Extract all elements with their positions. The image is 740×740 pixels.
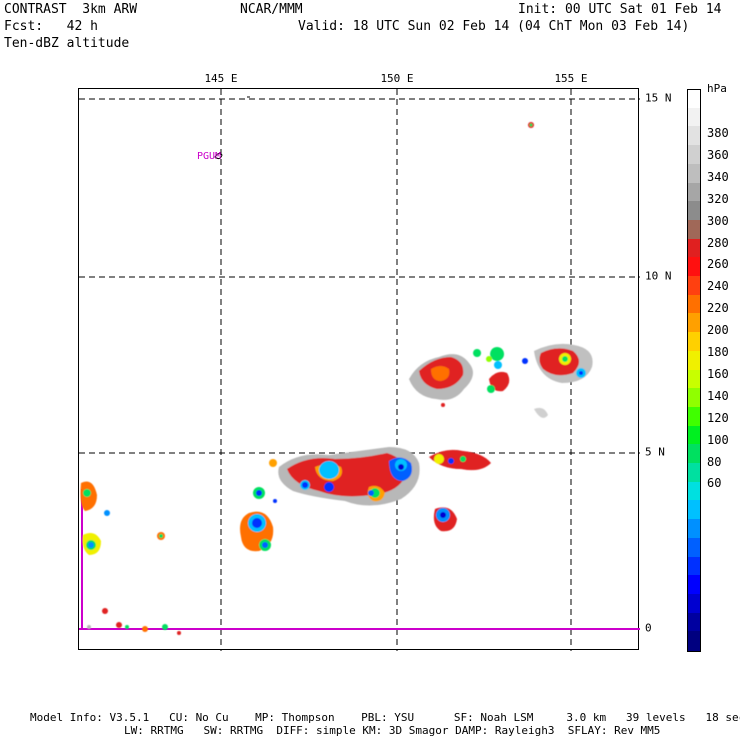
pgum-station-label: PGUM bbox=[197, 151, 222, 162]
model-title: CONTRAST 3km ARW bbox=[4, 2, 138, 17]
colorbar-swatch bbox=[687, 89, 701, 110]
colorbar-swatch bbox=[687, 182, 701, 202]
colorbar-swatch bbox=[687, 294, 701, 314]
model-info-line2: LW: RRTMG SW: RRTMG DIFF: simple KM: 3D … bbox=[124, 724, 661, 737]
echo-cluster-west bbox=[80, 481, 181, 635]
colorbar-tick-label: 180 bbox=[707, 345, 729, 359]
map-panel: PGUM bbox=[78, 88, 640, 651]
colorbar-swatch bbox=[687, 481, 701, 501]
lon-label-155: 155 E bbox=[554, 72, 588, 85]
colorbar-swatch bbox=[687, 444, 701, 464]
colorbar-tick-label: 260 bbox=[707, 257, 729, 272]
colorbar-tick-label: 100 bbox=[707, 432, 729, 447]
center-title: NCAR/MMM bbox=[240, 2, 303, 17]
colorbar-tick-label: 120 bbox=[707, 410, 729, 425]
colorbar-swatch bbox=[687, 238, 701, 258]
colorbar-swatch bbox=[687, 463, 701, 483]
colorbar-tick-label: 240 bbox=[707, 279, 729, 294]
colorbar-tick-label: 280 bbox=[707, 235, 729, 250]
colorbar-swatch bbox=[687, 425, 701, 445]
colorbar-swatch bbox=[687, 556, 701, 576]
model-info-line1: Model Info: V3.5.1 CU: No Cu MP: Thompso… bbox=[30, 711, 740, 724]
colorbar-swatch bbox=[687, 276, 701, 296]
colorbar-tick-label: 360 bbox=[707, 147, 729, 162]
lat-label-0: 0 bbox=[645, 621, 652, 635]
lat-label-15n: 15 N bbox=[645, 91, 672, 105]
colorbar-swatch bbox=[687, 369, 701, 389]
init-time: Init: 00 UTC Sat 01 Feb 14 bbox=[518, 2, 722, 17]
colorbar-swatch bbox=[687, 332, 701, 352]
map-plot bbox=[79, 89, 640, 651]
colorbar-swatch bbox=[687, 145, 701, 165]
colorbar-swatch bbox=[687, 350, 701, 371]
forecast-hour: Fcst: 42 h bbox=[4, 19, 98, 34]
colorbar-tick-label: 220 bbox=[707, 301, 729, 316]
colorbar-tick-label: 140 bbox=[707, 388, 729, 403]
lat-label-5n: 5 N bbox=[645, 445, 665, 459]
colorbar-tick-label: 320 bbox=[707, 191, 729, 206]
colorbar-swatch bbox=[687, 612, 701, 632]
colorbar-tick-label: 160 bbox=[707, 366, 729, 381]
colorbar-swatch bbox=[687, 406, 701, 427]
colorbar-swatch bbox=[687, 500, 701, 520]
radar-echo-clusters bbox=[80, 122, 593, 635]
echo-cluster-ne bbox=[409, 122, 593, 418]
echo-cluster-south bbox=[240, 511, 274, 552]
field-name: Ten-dBZ altitude bbox=[4, 36, 130, 51]
colorbar-swatch bbox=[687, 107, 701, 127]
lat-label-10n: 10 N bbox=[645, 269, 672, 283]
colorbar-tick-label: 60 bbox=[707, 476, 722, 491]
echo-cluster-east bbox=[429, 449, 491, 532]
colorbar-tick-label: 80 bbox=[707, 454, 722, 469]
echo-cluster-central bbox=[253, 447, 420, 506]
colorbar-unit: hPa bbox=[707, 82, 727, 95]
valid-time: Valid: 18 UTC Sun 02 Feb 14 (04 ChT Mon … bbox=[298, 19, 690, 34]
colorbar-swatch bbox=[687, 163, 701, 184]
lon-label-145: 145 E bbox=[204, 72, 238, 85]
colorbar-swatch bbox=[687, 537, 701, 558]
colorbar-swatch bbox=[687, 257, 701, 277]
colorbar-swatch bbox=[687, 593, 701, 614]
colorbar-tick-label: 200 bbox=[707, 323, 729, 338]
lon-label-150: 150 E bbox=[380, 72, 414, 85]
colorbar-swatch bbox=[687, 575, 701, 595]
colorbar-tick-label: 300 bbox=[707, 213, 729, 228]
guam-island-outline bbox=[214, 152, 223, 160]
colorbar-swatch bbox=[687, 631, 701, 652]
colorbar-swatch bbox=[687, 388, 701, 408]
colorbar-swatch bbox=[687, 313, 701, 333]
colorbar-swatch bbox=[687, 219, 701, 240]
colorbar-swatch bbox=[687, 519, 701, 539]
colorbar-swatch bbox=[687, 201, 701, 221]
colorbar-tick-label: 380 bbox=[707, 126, 729, 140]
colorbar-swatch bbox=[687, 126, 701, 146]
colorbar-tick-label: 340 bbox=[707, 169, 729, 184]
